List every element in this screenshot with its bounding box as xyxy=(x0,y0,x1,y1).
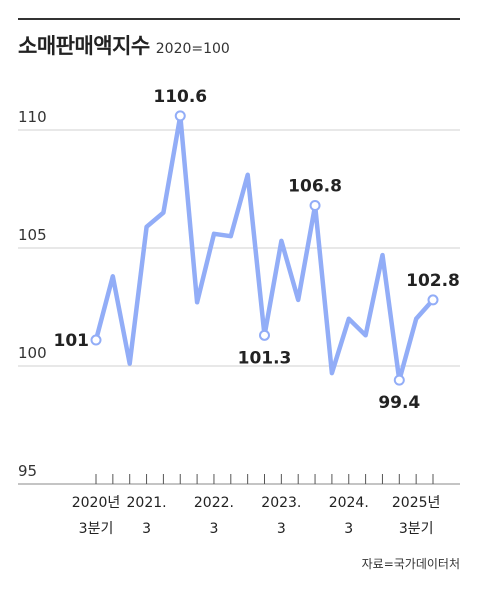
x-tick-label: 3 xyxy=(209,521,218,537)
data-label: 99.4 xyxy=(378,393,420,413)
y-tick-label: 110 xyxy=(18,108,47,126)
chart-title: 소매판매액지수 xyxy=(18,34,150,58)
data-label: 106.8 xyxy=(288,177,342,197)
y-tick-label: 105 xyxy=(18,226,47,244)
data-label: 102.8 xyxy=(406,271,460,291)
x-tick-label: 3 xyxy=(142,521,151,537)
data-point-marker xyxy=(309,200,321,212)
x-tick-label: 2021. xyxy=(127,495,167,511)
x-tick-label: 3분기 xyxy=(399,521,434,537)
y-tick-label: 95 xyxy=(18,462,37,480)
x-tick-label: 2025년 xyxy=(392,495,441,511)
source-note: 자료=국가데이터처 xyxy=(361,557,460,571)
data-label: 101.3 xyxy=(238,348,292,368)
data-label: 110.6 xyxy=(153,87,207,107)
data-point-marker xyxy=(393,374,405,386)
x-tick-label: 2020년 xyxy=(72,495,121,511)
data-point-marker xyxy=(174,110,186,122)
x-tick-label: 3 xyxy=(277,521,286,537)
x-tick-label: 2022. xyxy=(194,495,234,511)
chart-subtitle: 2020=100 xyxy=(155,41,230,57)
x-tick-label: 3분기 xyxy=(79,521,114,537)
x-tick-label: 2024. xyxy=(329,495,369,511)
data-point-marker xyxy=(427,294,439,306)
data-point-marker xyxy=(259,329,270,341)
top-rule xyxy=(18,18,460,20)
title-row: 소매판매액지수 2020=100 xyxy=(18,30,230,60)
data-label: 101 xyxy=(54,331,90,351)
data-point-marker xyxy=(90,334,102,346)
y-tick-label: 100 xyxy=(18,344,47,362)
x-tick-label: 2023. xyxy=(261,495,301,511)
x-tick-label: 3 xyxy=(344,521,353,537)
